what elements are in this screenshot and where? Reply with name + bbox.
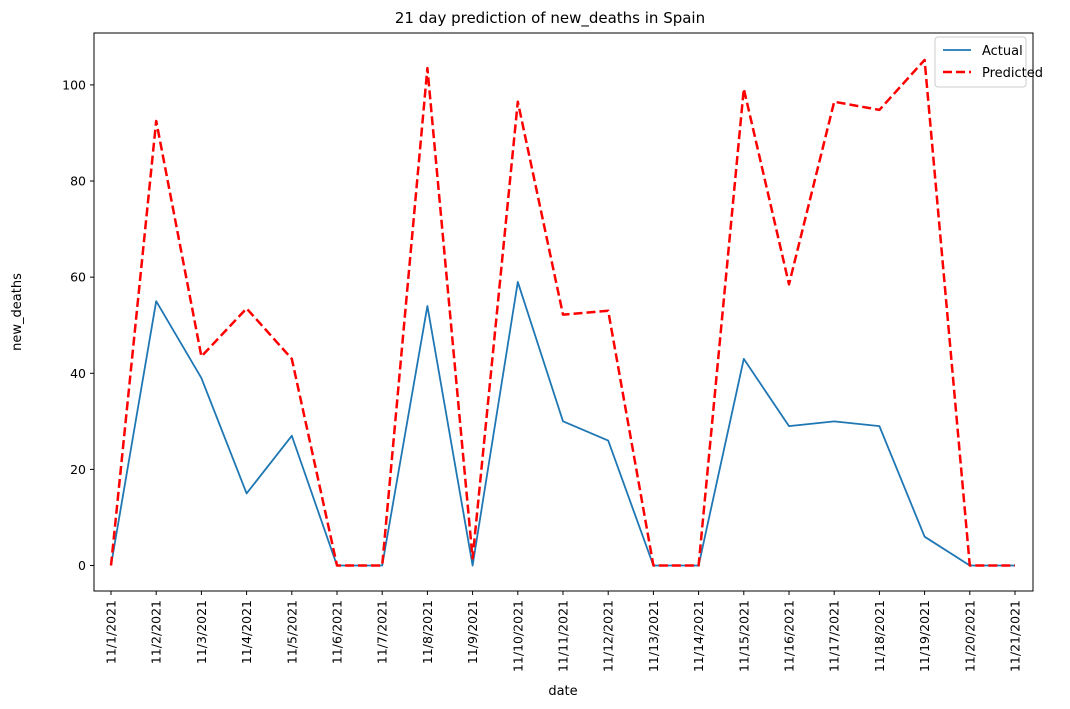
x-tick-label: 11/16/2021	[782, 600, 797, 672]
y-tick-label: 20	[70, 462, 86, 477]
y-tick-label: 60	[70, 270, 86, 285]
x-tick-label: 11/21/2021	[1008, 600, 1023, 672]
x-tick-label: 11/4/2021	[239, 600, 254, 664]
x-tick-label: 11/9/2021	[465, 600, 480, 664]
series-line-actual	[110, 281, 1015, 567]
x-tick-label: 11/13/2021	[646, 600, 661, 672]
x-tick-label: 11/1/2021	[104, 600, 119, 664]
x-tick-label: 11/19/2021	[917, 600, 932, 672]
y-axis-label: new_deaths	[10, 273, 25, 351]
x-tick-label: 11/2/2021	[149, 600, 164, 664]
x-tick-label: 11/11/2021	[556, 600, 571, 672]
x-tick-label: 11/8/2021	[420, 600, 435, 664]
x-axis: 11/1/2021 11/2/2021 11/3/2021 11/4/2021 11/5…	[104, 591, 1023, 672]
series-layer	[109, 58, 1015, 567]
y-tick-label: 0	[78, 558, 86, 573]
x-tick-label: 11/5/2021	[284, 600, 299, 664]
legend: Actual Predicted	[934, 36, 1043, 88]
series-line-predicted	[109, 58, 1015, 567]
plot-frame	[93, 32, 1034, 592]
x-tick-label: 11/15/2021	[736, 600, 751, 672]
x-tick-label: 11/12/2021	[601, 600, 616, 672]
x-tick-label: 11/3/2021	[194, 600, 209, 664]
y-tick-label: 40	[70, 366, 86, 381]
x-tick-label: 11/7/2021	[375, 600, 390, 664]
y-tick-label: 100	[62, 77, 86, 92]
y-tick-label: 80	[70, 174, 86, 189]
x-tick-label: 11/6/2021	[330, 600, 345, 664]
legend-label-actual: Actual	[982, 44, 1023, 59]
x-axis-label: date	[548, 684, 577, 699]
x-tick-label: 11/10/2021	[510, 600, 525, 672]
x-tick-label: 11/14/2021	[691, 600, 706, 672]
y-axis: 0 20 40 60 80 100	[62, 77, 94, 573]
x-tick-label: 11/17/2021	[827, 600, 842, 672]
chart-title: 21 day prediction of new_deaths in Spain	[395, 9, 705, 28]
x-tick-label: 11/20/2021	[962, 600, 977, 672]
x-tick-label: 11/18/2021	[872, 600, 887, 672]
legend-label-predicted: Predicted	[982, 66, 1043, 81]
